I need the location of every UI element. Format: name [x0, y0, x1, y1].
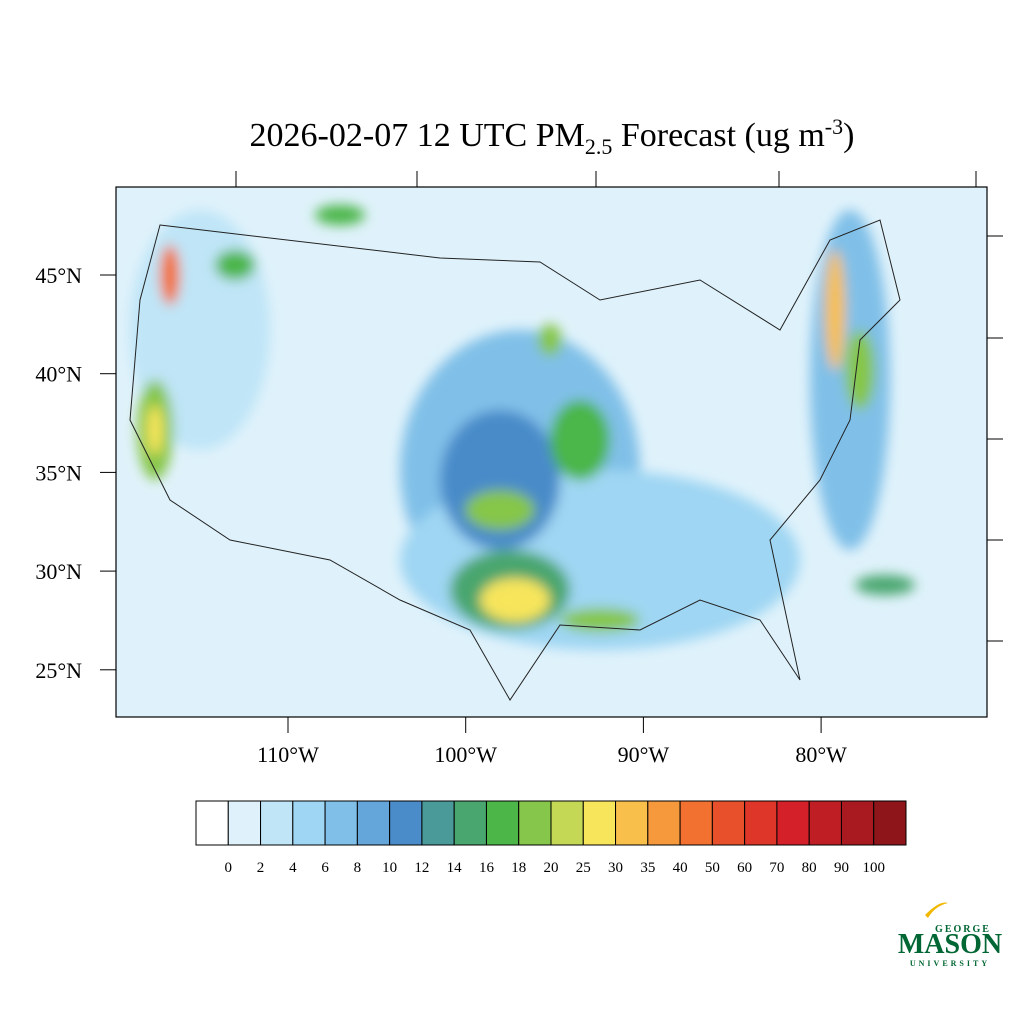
title-sup: -3	[825, 114, 843, 139]
colorbar-box	[615, 800, 649, 846]
lat-label: 25°N	[35, 658, 82, 683]
colorbar-box	[260, 800, 294, 846]
colorbar-box	[453, 800, 487, 846]
lat-label: 35°N	[35, 460, 82, 485]
colorbar-box	[711, 800, 746, 846]
colorbar-label: 12	[414, 860, 429, 876]
colorbar-box	[518, 800, 552, 846]
colorbar-label: 20	[544, 860, 559, 876]
colorbar-box	[324, 800, 358, 846]
title-rest: Forecast (ug m	[612, 117, 824, 154]
lon-label: 80°W	[795, 742, 847, 767]
colorbar-label: 8	[354, 860, 362, 876]
colorbar-box	[582, 800, 617, 846]
lon-label: 90°W	[618, 742, 670, 767]
colorbar-label: 25	[576, 860, 591, 876]
colorbar-box	[808, 800, 842, 846]
map-title: 2026-02-07 12 UTC PM2.5 Forecast (ug m-3…	[250, 114, 855, 159]
lon-label: 110°W	[257, 742, 319, 767]
frame-ticks	[235, 171, 1003, 642]
colorbar-label: 60	[737, 860, 752, 876]
lon-label: 100°W	[434, 742, 497, 767]
colorbar-box	[647, 800, 681, 846]
title-main: 2026-02-07 12 UTC PM	[250, 117, 585, 154]
colorbar-box	[421, 800, 455, 846]
colorbar-label: 70	[769, 860, 784, 876]
colorbar-box	[195, 800, 229, 846]
colorbar-box	[356, 800, 391, 846]
lat-label: 30°N	[35, 559, 82, 584]
colorbar-label: 50	[705, 860, 720, 876]
colorbar-label: 90	[834, 860, 849, 876]
colorbar-label: 18	[511, 860, 526, 876]
colorbar-label: 35	[640, 860, 655, 876]
colorbar-label: 14	[447, 860, 463, 876]
colorbar-label: 40	[673, 860, 688, 876]
colorbar-box	[292, 800, 326, 846]
logo-main: MASON	[898, 929, 1002, 960]
logo-top: GEORGE	[935, 924, 991, 935]
colorbar-box	[485, 800, 520, 846]
colorbar-label: 16	[479, 860, 495, 876]
logo-bottom: UNIVERSITY	[910, 959, 990, 968]
colorbar-box	[840, 800, 875, 846]
colorbar-label: 6	[321, 860, 329, 876]
lat-label: 40°N	[35, 362, 82, 387]
colorbar-box	[744, 800, 778, 846]
map-frame	[115, 186, 988, 718]
colorbar-label: 0	[225, 860, 233, 876]
colorbar-label: 4	[289, 860, 297, 876]
title-end: )	[843, 117, 854, 154]
colorbar-label: 80	[802, 860, 817, 876]
colorbar-box	[679, 800, 713, 846]
logo: GEORGE MASON UNIVERSITY	[898, 902, 1002, 968]
colorbar-box	[389, 800, 423, 846]
lat-label: 45°N	[35, 263, 82, 288]
colorbar-box	[550, 800, 584, 846]
colorbar-box	[776, 800, 810, 846]
colorbar-label: 30	[608, 860, 623, 876]
colorbar-box	[873, 800, 907, 846]
colorbar-box	[227, 800, 262, 846]
colorbar-label: 2	[257, 860, 265, 876]
title-sub: 2.5	[585, 134, 613, 159]
map-field	[116, 187, 987, 717]
colorbar-label: 10	[382, 860, 397, 876]
colorbar-label: 100	[862, 860, 885, 876]
